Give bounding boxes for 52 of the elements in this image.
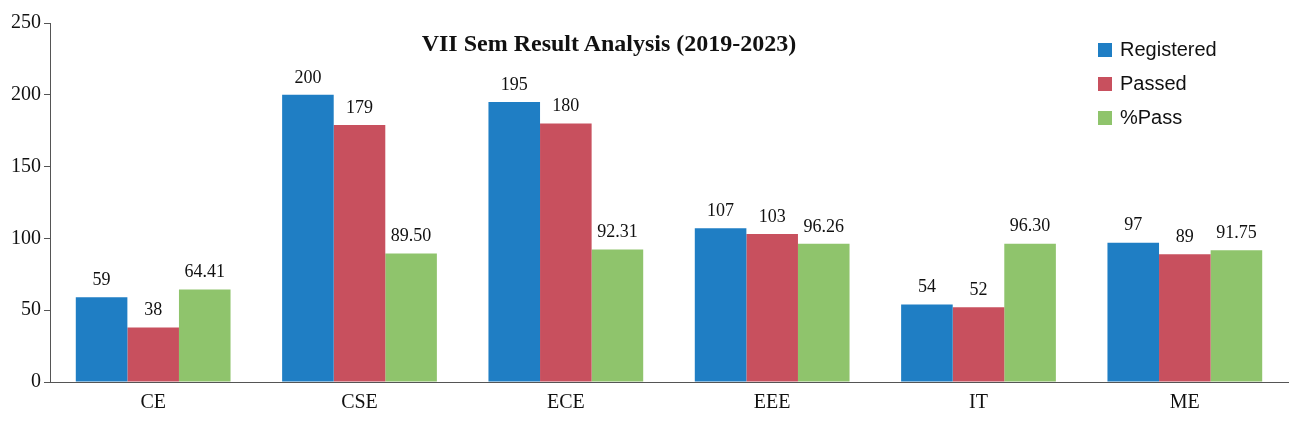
data-label: 91.75 xyxy=(1216,221,1257,242)
data-label: 96.26 xyxy=(803,215,844,236)
data-label: 180 xyxy=(552,95,580,116)
x-tick-label: CE xyxy=(140,390,166,413)
chart-title: VII Sem Result Analysis (2019-2023) xyxy=(421,30,797,57)
bar xyxy=(694,228,747,382)
y-tick-label: 200 xyxy=(11,82,41,105)
legend-label: Passed xyxy=(1120,71,1187,94)
bar xyxy=(1107,242,1160,382)
bar xyxy=(1004,243,1056,382)
data-label: 96.30 xyxy=(1009,215,1051,236)
x-tick-label: ECE xyxy=(546,390,585,413)
x-tick-label: ME xyxy=(1169,390,1200,413)
bar xyxy=(488,101,541,382)
y-tick-label: 50 xyxy=(21,297,41,320)
data-label: 195 xyxy=(500,73,528,94)
bar xyxy=(591,249,644,382)
bar xyxy=(901,304,953,382)
bar xyxy=(1159,254,1211,382)
data-label: 54 xyxy=(917,276,936,297)
data-label: 59 xyxy=(92,269,111,290)
bar xyxy=(746,234,798,382)
bar xyxy=(333,124,386,382)
y-tick-label: 250 xyxy=(11,10,41,33)
x-tick-label: CSE xyxy=(341,390,378,413)
data-label: 89 xyxy=(1175,225,1194,246)
y-tick-label: 0 xyxy=(31,369,41,392)
bar xyxy=(952,307,1005,382)
data-label: 52 xyxy=(969,279,988,300)
bar xyxy=(385,253,437,382)
bar xyxy=(540,123,592,382)
bar xyxy=(1210,250,1263,382)
legend-label: %Pass xyxy=(1120,105,1183,128)
bar xyxy=(127,327,179,382)
bar xyxy=(178,289,231,382)
data-label: 64.41 xyxy=(184,261,225,282)
data-label: 179 xyxy=(346,96,373,117)
bar xyxy=(797,243,850,382)
data-label: 89.50 xyxy=(390,225,432,246)
bar xyxy=(75,297,128,382)
data-label: 200 xyxy=(294,66,322,87)
y-tick-label: 100 xyxy=(11,225,41,248)
data-label: 97 xyxy=(1124,214,1143,235)
bar xyxy=(282,94,334,382)
x-tick-label: EEE xyxy=(753,390,791,413)
x-tick-label: IT xyxy=(969,390,988,413)
data-label: 103 xyxy=(758,205,786,226)
legend-label: Registered xyxy=(1120,37,1217,60)
data-label: 92.31 xyxy=(597,221,638,242)
data-label: 107 xyxy=(707,200,735,221)
data-label: 38 xyxy=(144,299,163,320)
y-tick-label: 150 xyxy=(11,153,41,176)
